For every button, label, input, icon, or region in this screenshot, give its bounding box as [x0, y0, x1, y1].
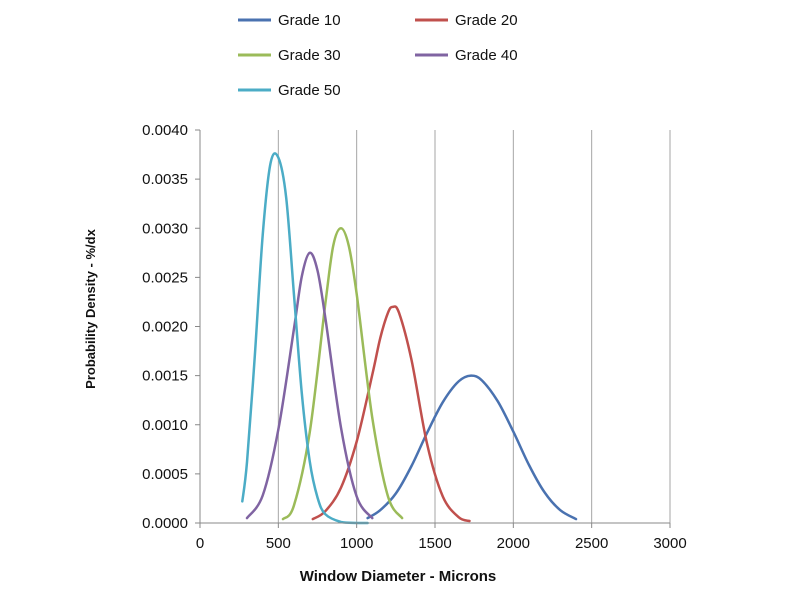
- y-tick-label: 0.0025: [142, 269, 188, 286]
- y-tick-label: 0.0035: [142, 171, 188, 188]
- y-tick-label: 0.0005: [142, 466, 188, 483]
- series-line-grade-10: [366, 374, 578, 521]
- y-tick-label: 0.0000: [142, 515, 188, 532]
- x-tick-label: 2500: [575, 535, 608, 552]
- x-tick-label: 1000: [340, 535, 373, 552]
- legend-label-grade-50: Grade 50: [278, 82, 341, 99]
- y-axis-title: Probability Density - %/dx: [83, 228, 98, 388]
- plot-series: [241, 152, 578, 525]
- y-tick-label: 0.0030: [142, 220, 188, 237]
- legend-label-grade-10: Grade 10: [278, 12, 341, 29]
- x-tick-label: 0: [196, 535, 204, 552]
- x-tick-label: 2000: [497, 535, 530, 552]
- x-tick-label: 3000: [653, 535, 686, 552]
- series-line-grade-30: [281, 227, 404, 521]
- y-tick-label: 0.0020: [142, 319, 188, 336]
- x-axis-title: Window Diameter - Microns: [300, 568, 497, 585]
- series-line-grade-20: [311, 305, 471, 523]
- legend-label-grade-40: Grade 40: [455, 47, 518, 64]
- legend-label-grade-30: Grade 30: [278, 47, 341, 64]
- y-tick-label: 0.0040: [142, 122, 188, 139]
- legend-label-grade-20: Grade 20: [455, 12, 518, 29]
- y-tick-labels: 0.0000 0.0005 0.0010 0.0015 0.0020 0.0025 0.00…: [142, 122, 200, 532]
- legend: Grade 10 Grade 20 Grade 30 Grade 40 Grade 50: [238, 12, 518, 99]
- x-tick-label: 500: [266, 535, 291, 552]
- x-tick-labels: 0 500 1000 1500 2000 2500 3000: [196, 523, 687, 552]
- series-line-grade-40: [245, 251, 374, 520]
- grid-lines: [277, 130, 671, 523]
- x-tick-label: 1500: [418, 535, 451, 552]
- y-tick-label: 0.0010: [142, 417, 188, 434]
- series-line-grade-50: [241, 152, 369, 525]
- y-tick-label: 0.0015: [142, 368, 188, 385]
